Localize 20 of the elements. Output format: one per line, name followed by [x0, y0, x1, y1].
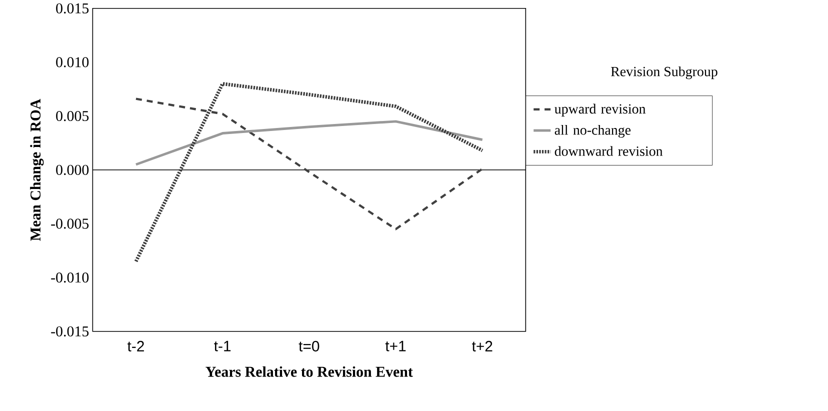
line-series	[134, 120, 484, 166]
x-tick-label: t+2	[472, 340, 492, 352]
x-tick-label: t-2	[127, 340, 144, 352]
x-tick-label: t=0	[298, 340, 320, 352]
x-tick-label: t+1	[385, 340, 406, 352]
x-tick-label: t-1	[214, 340, 231, 352]
legend-title: Revision Subgroup	[610, 66, 718, 80]
y-tick-label: 0.000	[56, 164, 89, 175]
y-tick-label: 0.015	[56, 3, 89, 14]
legend-label: upward revision	[554, 104, 646, 116]
legend-label: all no-change	[554, 124, 631, 138]
y-tick-label: -0.005	[51, 218, 89, 229]
line-series	[134, 82, 484, 264]
legend-label: downward revision	[554, 146, 663, 156]
y-tick-label: -0.010	[51, 272, 89, 283]
y-tick-label: 0.010	[56, 57, 89, 68]
y-axis-title: Mean Change in ROA	[30, 98, 44, 241]
x-axis-title: Years Relative to Revision Event	[206, 366, 413, 377]
y-tick-label: 0.005	[56, 110, 89, 122]
y-tick-label: -0.015	[51, 326, 89, 336]
